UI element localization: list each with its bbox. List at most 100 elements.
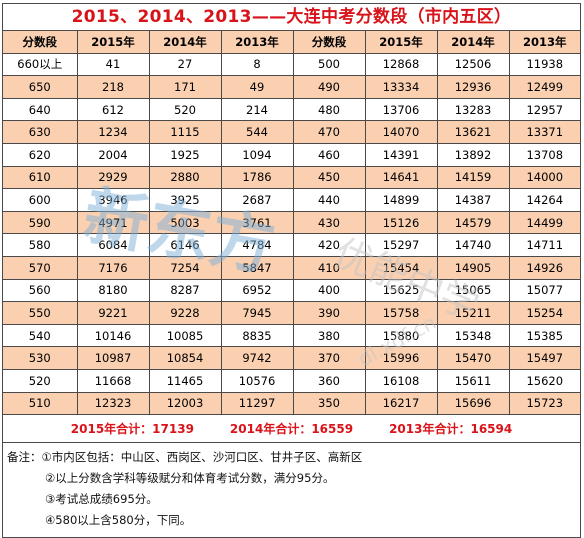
table-cell: 15696 [436,391,510,416]
table-cell: 580 [3,233,78,257]
table-cell: 6952 [220,278,294,303]
table-cell: 14905 [436,255,510,280]
table-cell: 3946 [76,188,150,212]
score-table: 分数段 2015年 2014年 2013年 分数段 2015年 2014年 2013年 660以… [3,31,580,416]
table-cell: 450 [292,165,366,190]
column-header: 2015年 [364,31,438,54]
table-cell: 14740 [436,233,510,257]
table-cell: 7176 [76,255,150,280]
table-row: 580 6084 6146 4784 420 15297 14740 14711 [3,233,580,257]
table-cell: 14926 [508,255,580,280]
table-cell: 12499 [508,75,580,99]
table-cell: 15065 [436,278,510,303]
table-cell: 2687 [220,188,294,212]
note-3: ③考试总成绩695分。 [45,492,158,507]
table-cell: 12323 [76,391,150,416]
note-1: 备注：①市内区包括：中山区、西岗区、沙河口区、甘井子区、高新区 [7,450,363,465]
table-cell: 1925 [148,142,222,167]
table-cell: 612 [76,97,150,122]
table-row: 650 218 171 49 490 13334 12936 12499 [3,75,580,99]
table-cell: 600 [3,188,78,212]
table-cell: 15454 [364,255,438,280]
table-cell: 390 [292,301,366,325]
table-cell: 570 [3,255,78,280]
table-cell: 1115 [148,120,222,144]
table-cell: 490 [292,75,366,99]
table-cell: 12506 [436,52,510,77]
header-row: 分数段 2015年 2014年 2013年 分数段 2015年 2014年 2013年 [3,31,580,54]
column-header: 分数段 [292,31,366,54]
table-cell: 218 [76,75,150,99]
table-cell: 15625 [364,278,438,303]
table-cell: 620 [3,142,78,167]
table-row: 620 2004 1925 1094 460 14391 13892 13708 [3,142,580,167]
table-cell: 530 [3,346,78,370]
table-cell: 470 [292,120,366,144]
table-cell: 630 [3,120,78,144]
table-cell: 16217 [364,391,438,416]
table-cell: 380 [292,323,366,348]
table-cell: 400 [292,278,366,303]
table-row: 660以上 41 27 8 500 12868 12506 11938 [3,52,580,77]
table-cell: 370 [292,346,366,370]
table-cell: 610 [3,165,78,190]
table-cell: 15611 [436,368,510,393]
table-cell: 1094 [220,142,294,167]
table-cell: 2880 [148,165,222,190]
table-cell: 14499 [508,210,580,235]
table-cell: 544 [220,120,294,144]
table-row: 540 10146 10085 8835 380 15880 15348 15385 [3,323,580,348]
table-cell: 650 [3,75,78,99]
table-cell: 12957 [508,97,580,122]
table-cell: 14641 [364,165,438,190]
column-header: 2013年 [508,31,580,54]
table-cell: 7945 [220,301,294,325]
table-cell: 10085 [148,323,222,348]
table-cell: 2004 [76,142,150,167]
table-cell: 15880 [364,323,438,348]
note-4: ④580以上含580分，下同。 [45,513,192,528]
table-cell: 14387 [436,188,510,212]
score-distribution-sheet: 2015、2014、2013——大连中考分数段（市内五区） 分数段 2015年 20… [2,3,581,538]
table-cell: 14264 [508,188,580,212]
table-row: 530 10987 10854 9742 370 15996 15470 15497 [3,346,580,370]
table-cell: 15620 [508,368,580,393]
table-cell: 11465 [148,368,222,393]
table-cell: 440 [292,188,366,212]
table-cell: 12003 [148,391,222,416]
table-cell: 5847 [220,255,294,280]
table-cell: 5003 [148,210,222,235]
table-cell: 16108 [364,368,438,393]
table-row: 630 1234 1115 544 470 14070 13621 13371 [3,120,580,144]
table-cell: 27 [148,52,222,77]
table-cell: 49 [220,75,294,99]
table-cell: 15348 [436,323,510,348]
table-cell: 11297 [220,391,294,416]
table-cell: 15497 [508,346,580,370]
table-cell: 550 [3,301,78,325]
table-cell: 15758 [364,301,438,325]
table-cell: 8180 [76,278,150,303]
column-header: 2015年 [76,31,150,54]
note-2: ②以上分数含学科等级赋分和体育考试分数，满分95分。 [45,471,335,486]
score-table-body: 分数段 2015年 2014年 2013年 分数段 2015年 2014年 2013年 660以… [3,31,580,416]
table-cell: 4784 [220,233,294,257]
table-row: 550 9221 9228 7945 390 15758 15211 15254 [3,301,580,325]
table-cell: 9221 [76,301,150,325]
table-cell: 15126 [364,210,438,235]
table-cell: 11668 [76,368,150,393]
table-cell: 14711 [508,233,580,257]
table-cell: 9228 [148,301,222,325]
table-cell: 171 [148,75,222,99]
table-cell: 15254 [508,301,580,325]
table-cell: 14579 [436,210,510,235]
table-cell: 15470 [436,346,510,370]
table-cell: 350 [292,391,366,416]
table-cell: 13892 [436,142,510,167]
table-cell: 3925 [148,188,222,212]
table-cell: 10576 [220,368,294,393]
table-cell: 14159 [436,165,510,190]
table-cell: 3761 [220,210,294,235]
table-cell: 12868 [364,52,438,77]
table-cell: 360 [292,368,366,393]
